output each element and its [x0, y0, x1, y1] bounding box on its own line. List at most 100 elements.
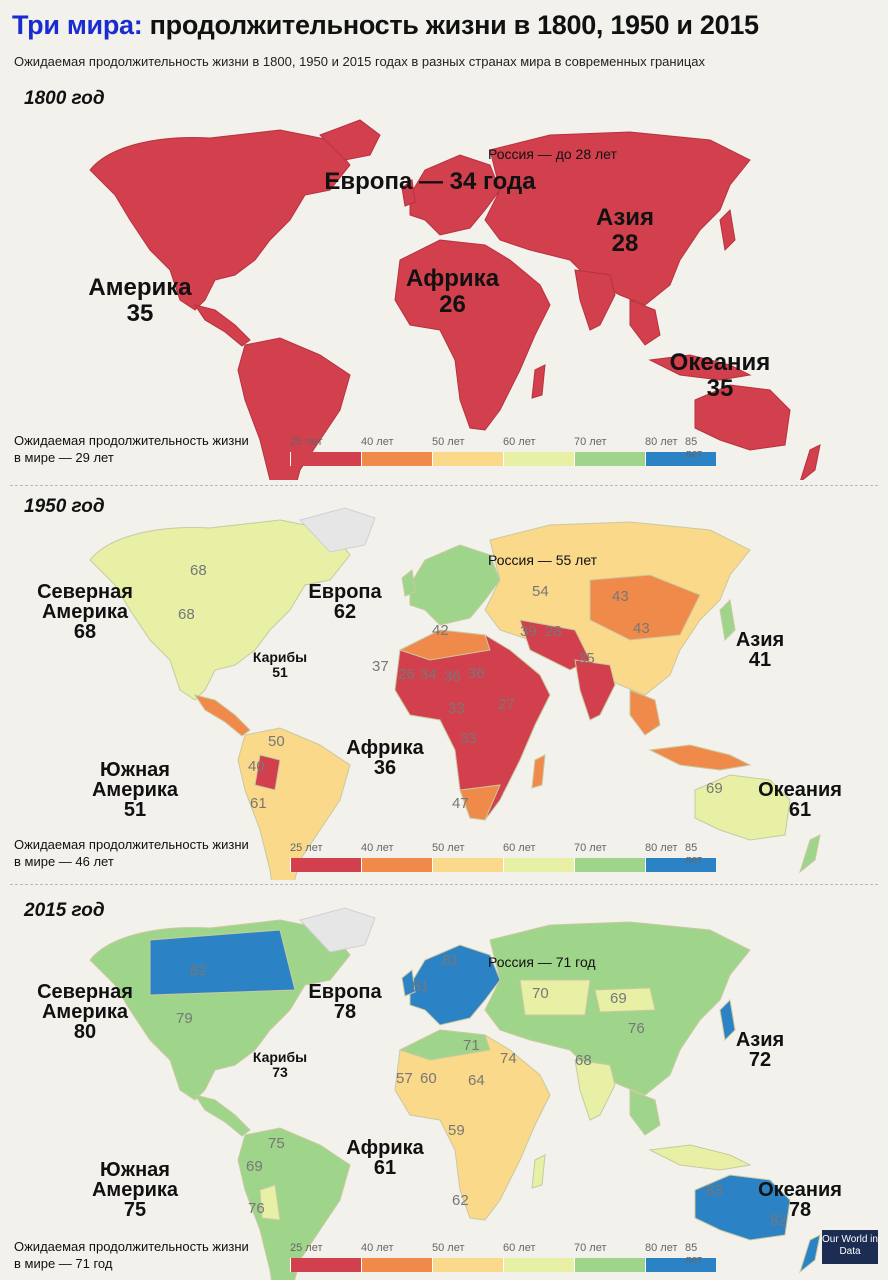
page-subtitle: Ожидаемая продолжительность жизни в 1800… — [14, 54, 706, 69]
legend-swatch — [432, 1258, 503, 1272]
map-value: 43 — [612, 588, 629, 605]
region-label-europe: Европа — 34 года — [324, 168, 536, 195]
map-value: 59 — [448, 1122, 465, 1139]
map-value: 42 — [432, 622, 449, 639]
legend-swatch — [574, 1258, 645, 1272]
map-value: 35 — [578, 650, 595, 667]
region-label-asia: Азия 41 — [735, 629, 785, 671]
map-value: 54 — [532, 583, 549, 600]
legend-swatch — [432, 858, 503, 872]
map-value: 27 — [498, 696, 515, 713]
map-value: 68 — [575, 1052, 592, 1069]
legend-swatch — [645, 1258, 716, 1272]
region-label-america: Америка 35 — [88, 274, 192, 327]
page-title: Три мира: продолжительность жизни в 1800… — [12, 10, 759, 40]
region-label-europe: Европа 62 — [308, 581, 382, 623]
legend-swatch — [503, 1258, 574, 1272]
map-value: 71 — [463, 1037, 480, 1054]
divider — [10, 884, 878, 885]
russia-note: Россия — 71 год — [488, 954, 596, 970]
region-label-oceania: Океания 35 — [669, 349, 771, 402]
greenland-shape — [299, 507, 376, 553]
map-value: 76 — [248, 1200, 265, 1217]
owid-logo: Our World in Data — [822, 1230, 878, 1264]
map-value: 36 — [468, 665, 485, 682]
map-value: 33 — [448, 700, 465, 717]
map-value: 69 — [706, 780, 723, 797]
map-value: 37 — [372, 658, 389, 675]
legend-swatch — [290, 858, 361, 872]
map-value: 79 — [176, 1010, 193, 1027]
legend-swatch — [290, 452, 361, 466]
map-value: 70 — [532, 985, 549, 1002]
legend-swatch — [361, 858, 432, 872]
map-value: 69 — [246, 1158, 263, 1175]
region-label-africa: Африка 36 — [346, 737, 424, 779]
region-label-europe: Европа 78 — [308, 981, 382, 1023]
greenland-shape — [319, 119, 381, 161]
region-label-north-america: Северная Америка 68 — [37, 581, 133, 643]
map-value: 57 — [396, 1070, 413, 1087]
panel-year: 2015 год — [24, 900, 105, 921]
region-label-caribbean: Карибы 73 — [252, 1049, 308, 1080]
map-value: 76 — [628, 1020, 645, 1037]
panel-2015: 2015 год Россия — 71 год 82 79 70 69 — [0, 890, 888, 1280]
map-value: 75 — [268, 1135, 285, 1152]
map-value: 50 — [268, 733, 285, 750]
region-label-africa: Африка 61 — [346, 1137, 424, 1179]
russia-note: Россия — до 28 лет — [488, 146, 617, 162]
map-value: 40 — [248, 758, 265, 775]
map-value: 74 — [500, 1050, 517, 1067]
region-label-asia: Азия 72 — [735, 1029, 785, 1071]
panel-year: 1800 год — [24, 88, 105, 109]
panel-year: 1950 год — [24, 496, 105, 517]
world-average: Ожидаемая продолжительность жизни в мире… — [14, 837, 249, 869]
map-value: 68 — [190, 562, 207, 579]
legend-swatch — [574, 858, 645, 872]
map-value: 33 — [460, 730, 477, 747]
world-map — [89, 119, 821, 480]
map-value: 36 — [444, 668, 461, 685]
russia-note: Россия — 55 лет — [488, 552, 598, 568]
region-label-asia: Азия 28 — [595, 204, 655, 257]
legend: 25 лет 40 лет 50 лет 60 лет 70 лет 80 лет 85 л… — [290, 1242, 716, 1272]
world-average: Ожидаемая продолжительность жизни в мире… — [14, 433, 249, 465]
world-map — [89, 507, 821, 880]
legend-swatch — [361, 1258, 432, 1272]
region-label-caribbean: Карибы 51 — [252, 649, 308, 680]
map-value: 68 — [178, 606, 195, 623]
legend-swatch — [645, 452, 716, 466]
map-value: 43 — [633, 620, 650, 637]
map-value: 61 — [250, 795, 267, 812]
map-value: 82 — [770, 1212, 787, 1229]
region-label-south-america: Южная Америка 75 — [91, 1159, 178, 1221]
region-label-north-america: Северная Америка 80 — [37, 981, 133, 1043]
legend-swatch — [361, 452, 432, 466]
map-value: 69 — [610, 990, 627, 1007]
legend: 25 лет 40 лет 50 лет 60 лет 70 лет 80 лет 85 л… — [290, 436, 716, 466]
world-map — [89, 907, 821, 1280]
greenland-shape — [299, 907, 376, 953]
map-value: 47 — [452, 795, 469, 812]
map-value: 62 — [452, 1192, 469, 1209]
region-label-africa: Африка 26 — [405, 265, 500, 318]
legend-swatch — [290, 1258, 361, 1272]
map-value: 26 — [398, 666, 415, 683]
map-value: 28 — [545, 623, 562, 640]
panel-1800: 1800 год Россия — до 28 лет Америка 35 Ев… — [0, 80, 888, 480]
region-label-south-america: Южная Америка 51 — [91, 759, 178, 821]
map-value: 60 — [420, 1070, 437, 1087]
map-value: 83 — [706, 1182, 723, 1199]
map-value: 82 — [190, 962, 207, 979]
legend-swatch — [432, 452, 503, 466]
legend: 25 лет 40 лет 50 лет 60 лет 70 лет 80 лет 85 л… — [290, 842, 716, 872]
legend-swatch — [503, 452, 574, 466]
legend-swatch — [645, 858, 716, 872]
map-value: 81 — [412, 978, 429, 995]
legend-swatch — [503, 858, 574, 872]
divider — [10, 485, 878, 486]
map-value: 64 — [468, 1072, 485, 1089]
map-value: 39 — [520, 623, 537, 640]
region-label-oceania: Океания 78 — [758, 1179, 842, 1221]
panel-1950: 1950 год Россия — 55 лет 68 68 54 43 — [0, 490, 888, 880]
